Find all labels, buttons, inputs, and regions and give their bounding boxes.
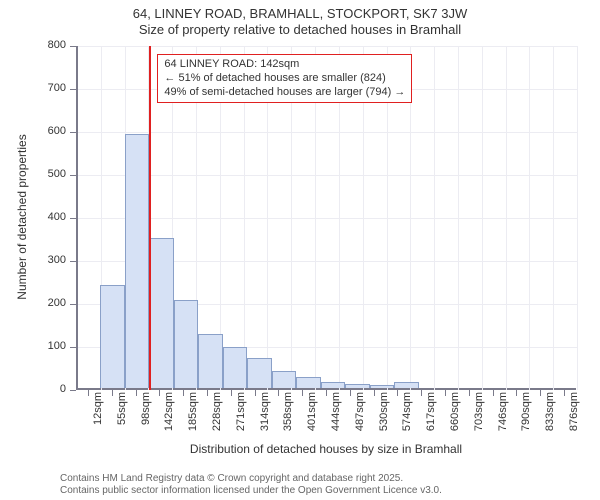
x-tick-mark	[469, 390, 470, 396]
y-tick-mark	[70, 175, 76, 176]
x-tick-label: 142sqm	[163, 392, 175, 440]
x-tick-label: 98sqm	[140, 392, 152, 440]
y-tick-mark	[70, 390, 76, 391]
x-tick-label: 530sqm	[378, 392, 390, 440]
x-tick-label: 401sqm	[306, 392, 318, 440]
x-tick-mark	[183, 390, 184, 396]
y-tick-label: 700	[48, 82, 66, 94]
x-tick-label: 790sqm	[520, 392, 532, 440]
x-tick-mark	[516, 390, 517, 396]
bar	[100, 285, 124, 388]
x-tick-label: 314sqm	[259, 392, 271, 440]
bar	[125, 134, 149, 388]
x-tick-mark	[207, 390, 208, 396]
x-tick-mark	[350, 390, 351, 396]
x-tick-mark	[540, 390, 541, 396]
y-tick-mark	[70, 132, 76, 133]
x-tick-mark	[159, 390, 160, 396]
footer-line-1: Contains HM Land Registry data © Crown c…	[60, 473, 442, 485]
callout-line-2: 49% of semi-detached houses are larger (…	[164, 86, 405, 100]
x-tick-mark	[255, 390, 256, 396]
bar	[174, 300, 198, 388]
bar	[272, 371, 296, 388]
x-tick-mark	[136, 390, 137, 396]
bar	[321, 382, 345, 388]
bar	[370, 385, 394, 388]
x-tick-mark	[278, 390, 279, 396]
y-tick-label: 600	[48, 125, 66, 137]
y-tick-label: 0	[60, 383, 66, 395]
x-tick-mark	[231, 390, 232, 396]
x-tick-mark	[302, 390, 303, 396]
bar	[394, 382, 418, 388]
x-tick-mark	[397, 390, 398, 396]
bar	[198, 334, 222, 388]
x-tick-label: 185sqm	[187, 392, 199, 440]
footer: Contains HM Land Registry data © Crown c…	[60, 473, 442, 496]
grid-line-v	[577, 46, 578, 390]
title-line-2: Size of property relative to detached ho…	[0, 22, 600, 37]
x-tick-mark	[564, 390, 565, 396]
x-tick-label: 55sqm	[116, 392, 128, 440]
y-tick-label: 400	[48, 211, 66, 223]
x-tick-label: 833sqm	[544, 392, 556, 440]
y-tick-mark	[70, 347, 76, 348]
y-tick-label: 800	[48, 39, 66, 51]
bar	[345, 384, 369, 388]
plot-area: 64 LINNEY ROAD: 142sqm ← 51% of detached…	[76, 46, 576, 390]
callout-heading: 64 LINNEY ROAD: 142sqm	[164, 58, 405, 72]
y-tick-label: 500	[48, 168, 66, 180]
y-tick-mark	[70, 89, 76, 90]
x-tick-mark	[421, 390, 422, 396]
x-tick-label: 574sqm	[401, 392, 413, 440]
chart-container: 64, LINNEY ROAD, BRAMHALL, STOCKPORT, SK…	[0, 0, 600, 500]
y-tick-label: 100	[48, 340, 66, 352]
x-tick-mark	[374, 390, 375, 396]
x-tick-label: 12sqm	[92, 392, 104, 440]
x-tick-mark	[112, 390, 113, 396]
footer-line-2: Contains public sector information licen…	[60, 485, 442, 497]
y-tick-mark	[70, 304, 76, 305]
x-tick-label: 746sqm	[497, 392, 509, 440]
bar	[223, 347, 247, 388]
x-tick-label: 487sqm	[354, 392, 366, 440]
x-tick-label: 617sqm	[425, 392, 437, 440]
bar	[149, 238, 173, 389]
x-tick-label: 358sqm	[282, 392, 294, 440]
y-tick-mark	[70, 261, 76, 262]
x-tick-label: 271sqm	[235, 392, 247, 440]
callout-box: 64 LINNEY ROAD: 142sqm ← 51% of detached…	[157, 54, 412, 103]
y-tick-mark	[70, 46, 76, 47]
x-tick-label: 660sqm	[449, 392, 461, 440]
x-tick-label: 703sqm	[473, 392, 485, 440]
y-tick-mark	[70, 218, 76, 219]
callout-line-1: ← 51% of detached houses are smaller (82…	[164, 72, 405, 86]
y-axis-label: Number of detached properties	[15, 45, 29, 389]
y-tick-label: 300	[48, 254, 66, 266]
y-tick-label: 200	[48, 297, 66, 309]
title-line-1: 64, LINNEY ROAD, BRAMHALL, STOCKPORT, SK…	[0, 6, 600, 21]
x-tick-mark	[493, 390, 494, 396]
x-tick-label: 444sqm	[330, 392, 342, 440]
x-tick-mark	[88, 390, 89, 396]
bar	[296, 377, 320, 388]
bar	[247, 358, 271, 388]
x-tick-mark	[445, 390, 446, 396]
x-tick-label: 876sqm	[568, 392, 580, 440]
x-tick-label: 228sqm	[211, 392, 223, 440]
x-tick-mark	[326, 390, 327, 396]
x-axis-label: Distribution of detached houses by size …	[76, 442, 576, 456]
marker-line	[149, 46, 151, 390]
